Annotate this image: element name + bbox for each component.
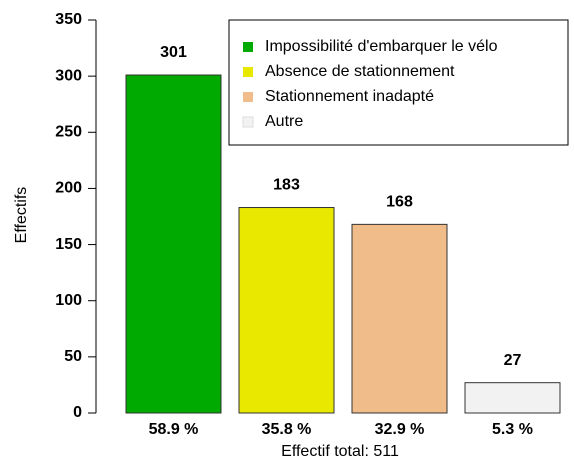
legend-swatch	[243, 92, 253, 102]
bar	[464, 382, 561, 414]
value-label: 27	[504, 352, 522, 369]
y-tick-label: 50	[64, 348, 82, 365]
y-tick-label: 150	[55, 236, 82, 253]
percent-label: 5.3 %	[492, 421, 533, 438]
y-tick-label: 300	[55, 67, 82, 84]
value-label: 183	[273, 177, 300, 194]
bar	[238, 207, 335, 414]
legend-label: Autre	[265, 113, 303, 130]
percent-label: 32.9 %	[375, 421, 425, 438]
bar	[351, 223, 448, 414]
legend-swatch	[242, 116, 254, 128]
legend-swatch	[243, 67, 253, 77]
value-label: 301	[160, 44, 187, 61]
legend-label: Stationnement inadapté	[265, 88, 434, 105]
y-axis-label: Effectifs	[13, 187, 30, 244]
x-axis-label: Effectif total: 511	[281, 443, 399, 460]
percent-label: 58.9 %	[149, 421, 199, 438]
legend-swatch	[243, 42, 253, 52]
legend-label: Absence de stationnement	[265, 63, 455, 80]
y-tick-label: 250	[55, 124, 82, 141]
percent-label: 35.8 %	[262, 421, 312, 438]
y-tick-label: 100	[55, 292, 82, 309]
y-tick-label: 350	[55, 11, 82, 28]
y-tick-label: 0	[73, 404, 82, 421]
legend-label: Impossibilité d'embarquer le vélo	[265, 38, 498, 55]
value-label: 168	[386, 194, 413, 211]
legend-box	[228, 19, 569, 146]
y-tick-label: 200	[55, 180, 82, 197]
bar	[125, 74, 222, 414]
